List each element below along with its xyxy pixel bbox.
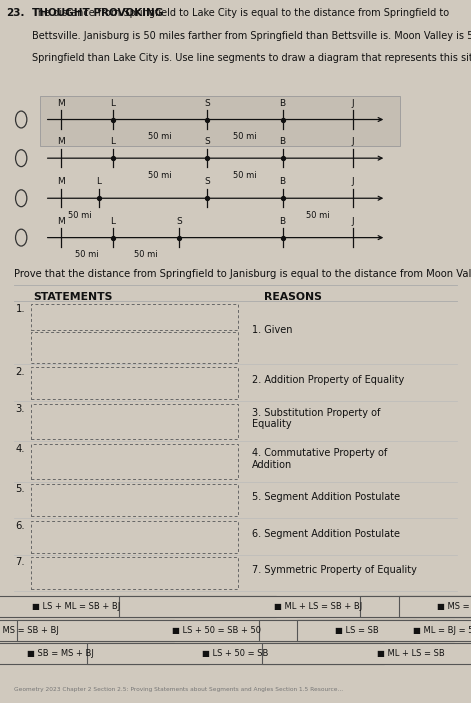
Text: 7.: 7.	[16, 557, 25, 567]
Bar	[31, 304, 238, 330]
FancyBboxPatch shape	[399, 596, 471, 617]
Text: ■ LS = SB: ■ LS = SB	[334, 626, 378, 635]
Bar	[31, 367, 238, 399]
Text: ■ MS = SJ: ■ MS = SJ	[437, 602, 471, 611]
Text: B: B	[279, 137, 286, 146]
Text: 50 mi: 50 mi	[148, 132, 172, 141]
Text: L: L	[97, 177, 101, 186]
Text: 1. Given: 1. Given	[252, 325, 292, 335]
Text: Springfield than Lake City is. Use line segments to draw a diagram that represen: Springfield than Lake City is. Use line …	[32, 53, 471, 63]
Text: STATEMENTS: STATEMENTS	[33, 292, 113, 302]
Bar	[31, 521, 238, 553]
Bar	[31, 444, 238, 479]
Text: B: B	[279, 177, 286, 186]
FancyBboxPatch shape	[87, 643, 384, 664]
Text: 50 mi: 50 mi	[233, 171, 257, 180]
Text: REASONS: REASONS	[264, 292, 322, 302]
Text: M: M	[57, 217, 65, 226]
Text: 7. Symmetric Property of Equality: 7. Symmetric Property of Equality	[252, 565, 417, 575]
Text: 50 mi: 50 mi	[306, 211, 330, 220]
FancyBboxPatch shape	[0, 620, 174, 641]
Text: 4.: 4.	[16, 444, 25, 454]
Text: B: B	[279, 217, 286, 226]
Text: L: L	[111, 137, 115, 146]
FancyBboxPatch shape	[17, 620, 416, 641]
Text: 2. Addition Property of Equality: 2. Addition Property of Equality	[252, 375, 404, 385]
Text: 50 mi: 50 mi	[68, 211, 92, 220]
Text: J: J	[352, 98, 355, 108]
FancyBboxPatch shape	[360, 596, 471, 617]
Text: 50 mi: 50 mi	[233, 132, 257, 141]
Text: ■ ML + LS = SB: ■ ML + LS = SB	[377, 650, 445, 658]
Text: ■ LS + ML = SB + BJ: ■ LS + ML = SB + BJ	[32, 602, 121, 611]
Text: 3.: 3.	[16, 404, 25, 414]
Text: 4. Commutative Property of
Addition: 4. Commutative Property of Addition	[252, 448, 387, 470]
Text: 6. Segment Addition Postulate: 6. Segment Addition Postulate	[252, 529, 400, 538]
Bar	[31, 404, 238, 439]
Text: M: M	[57, 177, 65, 186]
Text: Geometry 2023 Chapter 2 Section 2.5: Proving Statements about Segments and Angle: Geometry 2023 Chapter 2 Section 2.5: Pro…	[14, 688, 343, 692]
Text: L: L	[111, 217, 115, 226]
Text: ■ SB = MS + BJ: ■ SB = MS + BJ	[27, 650, 94, 658]
FancyBboxPatch shape	[259, 620, 454, 641]
FancyBboxPatch shape	[297, 620, 471, 641]
Text: ■ ML = BJ = 50: ■ ML = BJ = 50	[413, 626, 471, 635]
Text: 23.: 23.	[6, 8, 24, 18]
Bar	[31, 557, 238, 589]
Text: J: J	[352, 217, 355, 226]
Text: 1.: 1.	[16, 304, 25, 314]
Text: THOUGHT PROVOKING: THOUGHT PROVOKING	[32, 8, 163, 18]
Text: S: S	[204, 98, 210, 108]
Text: 5. Segment Addition Postulate: 5. Segment Addition Postulate	[252, 492, 400, 502]
Text: The distance from Springfield to Lake City is equal to the distance from Springf: The distance from Springfield to Lake Ci…	[32, 8, 449, 18]
Text: Prove that the distance from Springfield to Janisburg is equal to the distance f: Prove that the distance from Springfield…	[14, 269, 471, 278]
Text: 50 mi: 50 mi	[134, 250, 158, 259]
Text: ■ MS = SB + BJ: ■ MS = SB + BJ	[0, 626, 59, 635]
Text: 3. Substitution Property of
Equality: 3. Substitution Property of Equality	[252, 408, 381, 430]
Text: L: L	[111, 98, 115, 108]
Text: S: S	[176, 217, 182, 226]
Text: 6.: 6.	[16, 521, 25, 531]
Text: J: J	[352, 177, 355, 186]
FancyBboxPatch shape	[262, 643, 471, 664]
Text: 5.: 5.	[16, 484, 25, 494]
Text: S: S	[204, 137, 210, 146]
Text: J: J	[352, 137, 355, 146]
Text: B: B	[279, 98, 286, 108]
Text: S: S	[204, 177, 210, 186]
Bar	[31, 484, 238, 516]
Text: M: M	[57, 98, 65, 108]
Text: ■ LS + 50 = SB: ■ LS + 50 = SB	[203, 650, 268, 658]
Bar	[31, 332, 238, 363]
Text: Bettsville. Janisburg is 50 miles farther from Springfield than Bettsville is. M: Bettsville. Janisburg is 50 miles farthe…	[32, 31, 471, 41]
Text: ■ ML + LS = SB + BJ: ■ ML + LS = SB + BJ	[274, 602, 362, 611]
Text: ■ LS + 50 = SB + 50: ■ LS + 50 = SB + 50	[172, 626, 261, 635]
Text: 50 mi: 50 mi	[75, 250, 99, 259]
Text: 2.: 2.	[16, 367, 25, 377]
Text: M: M	[57, 137, 65, 146]
FancyBboxPatch shape	[0, 596, 276, 617]
Bar	[40, 96, 400, 146]
FancyBboxPatch shape	[0, 643, 209, 664]
Text: 50 mi: 50 mi	[148, 171, 172, 180]
FancyBboxPatch shape	[119, 596, 471, 617]
